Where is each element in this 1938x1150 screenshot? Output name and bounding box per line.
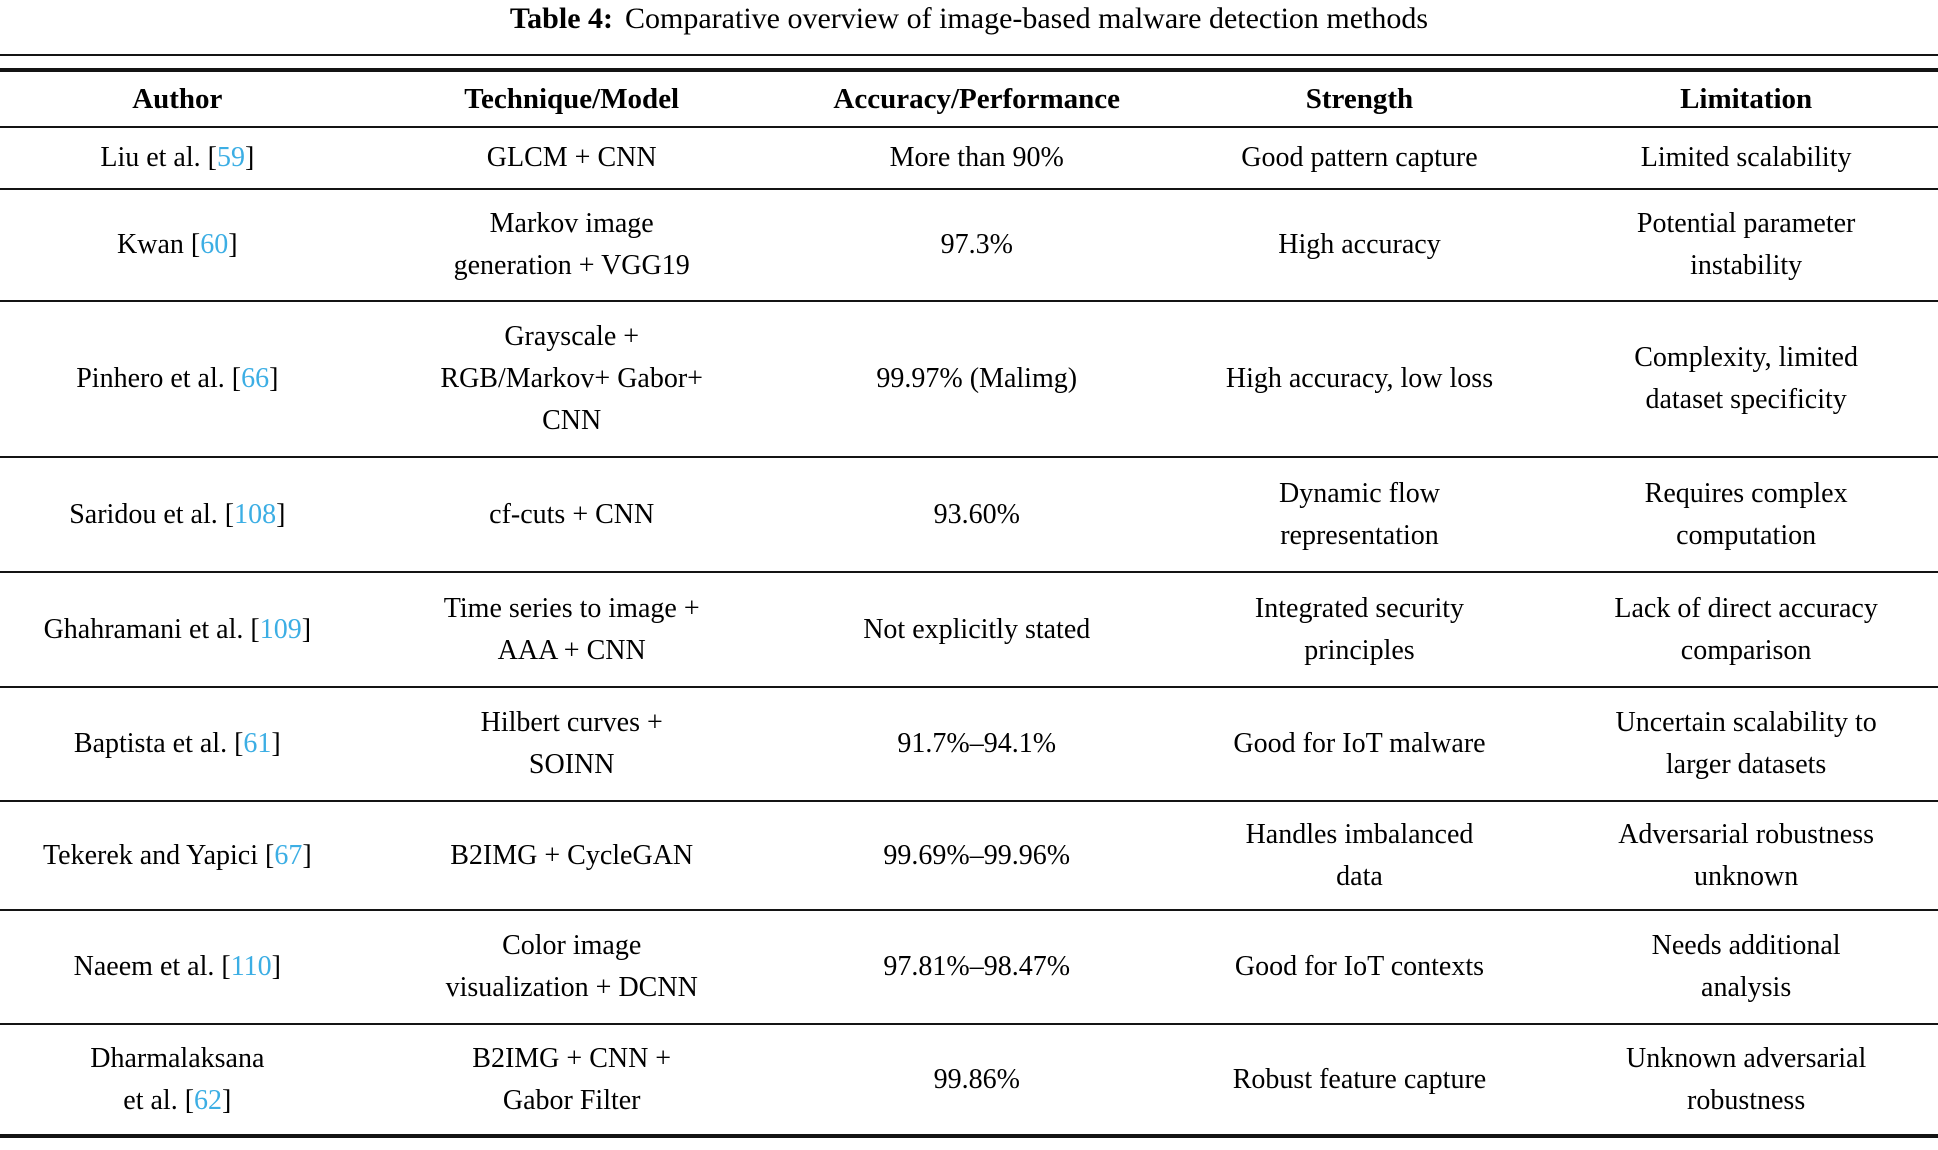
cell-accuracy: More than 90%	[889, 142, 1064, 173]
cell-technique: Color image visualization + DCNN	[445, 930, 698, 1003]
cell-limitation: Unknown adversarial robustness	[1625, 1042, 1867, 1116]
cell-technique: B2IMG + CNN + Gabor Filter	[472, 1042, 672, 1116]
table-row: Pinhero et al. [66] Grayscale + RGB/Marko…	[0, 301, 1938, 457]
cell-accuracy: 97.3%	[940, 229, 1013, 260]
cell-strength: Good for IoT malware	[1233, 728, 1486, 759]
table-caption-text: Comparative overview of image-based malw…	[625, 2, 1429, 35]
cell-accuracy: 99.69%–99.96%	[883, 839, 1071, 871]
cell-strength: Good pattern capture	[1241, 142, 1478, 173]
cell-strength: Robust feature capture	[1232, 1063, 1487, 1095]
citation-link[interactable]: 66	[241, 363, 270, 394]
cell-limitation: Needs additional analysis	[1651, 930, 1841, 1003]
cell-limitation: Complexity, limited dataset specificity	[1634, 342, 1858, 415]
table-row: Liu et al. [59] GLCM + CNN More than 90% Go…	[0, 127, 1938, 189]
cell-author: Ghahramani et al. [109]	[43, 613, 312, 645]
citation-link[interactable]: 110	[230, 951, 272, 982]
column-header-strength: Strength	[1305, 82, 1414, 115]
citation-link[interactable]: 59	[216, 142, 245, 173]
table-row: Kwan [60] Markov image generation + VGG19…	[0, 189, 1938, 301]
cell-technique: Hilbert curves + SOINN	[480, 707, 663, 780]
cell-author: Liu et al. [59]	[100, 142, 255, 173]
column-header-accuracy-performance: Accuracy/Performance	[833, 82, 1121, 115]
cell-accuracy: 99.97% (Malimg)	[876, 363, 1078, 394]
cell-accuracy: Not explicitly stated	[863, 613, 1091, 645]
citation-link[interactable]: 60	[200, 229, 229, 260]
cell-technique: cf-cuts + CNN	[489, 498, 655, 530]
cell-limitation: Limited scalability	[1640, 142, 1852, 173]
column-header-author: Author	[132, 82, 223, 115]
cell-author: Tekerek and Yapici [67]	[43, 839, 312, 871]
cell-author: Naeem et al. [110]	[73, 951, 281, 982]
cell-limitation: Potential parameter instability	[1636, 208, 1856, 281]
caption-separator-rule	[0, 54, 1938, 56]
cell-author: Baptista et al. [61]	[73, 728, 281, 759]
citation-link[interactable]: 61	[243, 728, 272, 759]
cell-limitation: Lack of direct accuracy comparison	[1614, 592, 1878, 666]
table-row: Ghahramani et al. [109] Time series to im…	[0, 572, 1938, 687]
header-row: Author Technique/Model Accuracy/Performanc…	[0, 70, 1938, 127]
cell-limitation: Requires complex computation	[1644, 477, 1848, 551]
cell-strength: Handles imbalanced data	[1245, 818, 1474, 892]
citation-link[interactable]: 67	[274, 839, 303, 871]
cell-technique: B2IMG + CycleGAN	[450, 839, 694, 871]
cell-technique: Time series to image + AAA + CNN	[443, 592, 700, 666]
table-row: Baptista et al. [61] Hilbert curves + SOI…	[0, 687, 1938, 801]
citation-link[interactable]: 62	[194, 1084, 223, 1116]
malware-detection-comparison-table: Author Technique/Model Accuracy/Performanc…	[0, 68, 1938, 1138]
cell-author: Pinhero et al. [66]	[76, 363, 279, 394]
cell-author: Dharmalaksana et al. [62]	[90, 1042, 265, 1116]
table-row: Saridou et al. [108] cf-cuts + CNN 93.60% D…	[0, 457, 1938, 572]
table-row: Tekerek and Yapici [67] B2IMG + CycleGAN 9…	[0, 801, 1938, 910]
cell-strength: High accuracy, low loss	[1225, 363, 1494, 394]
citation-link[interactable]: 109	[259, 613, 302, 645]
citation-link[interactable]: 108	[234, 498, 277, 530]
cell-accuracy: 93.60%	[933, 498, 1020, 530]
table-caption-label: Table 4:	[509, 2, 614, 35]
cell-strength: Integrated security principles	[1254, 592, 1465, 666]
cell-technique: Markov image generation + VGG19	[453, 208, 690, 281]
cell-author: Saridou et al. [108]	[69, 498, 286, 530]
column-header-technique-model: Technique/Model	[464, 82, 680, 115]
cell-technique: Grayscale + RGB/Markov+ Gabor+ CNN	[440, 321, 703, 436]
cell-limitation: Uncertain scalability to larger datasets	[1615, 707, 1877, 780]
cell-strength: High accuracy	[1278, 229, 1441, 260]
cell-strength: Good for IoT contexts	[1234, 951, 1485, 982]
table-row: Dharmalaksana et al. [62] B2IMG + CNN + G…	[0, 1024, 1938, 1136]
cell-accuracy: 99.86%	[933, 1063, 1020, 1095]
cell-accuracy: 97.81%–98.47%	[883, 951, 1071, 982]
table-caption: Table 4: Comparative overview of image-ba…	[0, 0, 1938, 36]
cell-strength: Dynamic flow representation	[1279, 477, 1440, 551]
column-header-limitation: Limitation	[1680, 82, 1813, 115]
cell-author: Kwan [60]	[117, 229, 238, 260]
table-row: Naeem et al. [110] Color image visualizat…	[0, 910, 1938, 1024]
cell-technique: GLCM + CNN	[486, 142, 657, 173]
cell-limitation: Adversarial robustness unknown	[1618, 818, 1875, 892]
cell-accuracy: 91.7%–94.1%	[897, 728, 1057, 759]
